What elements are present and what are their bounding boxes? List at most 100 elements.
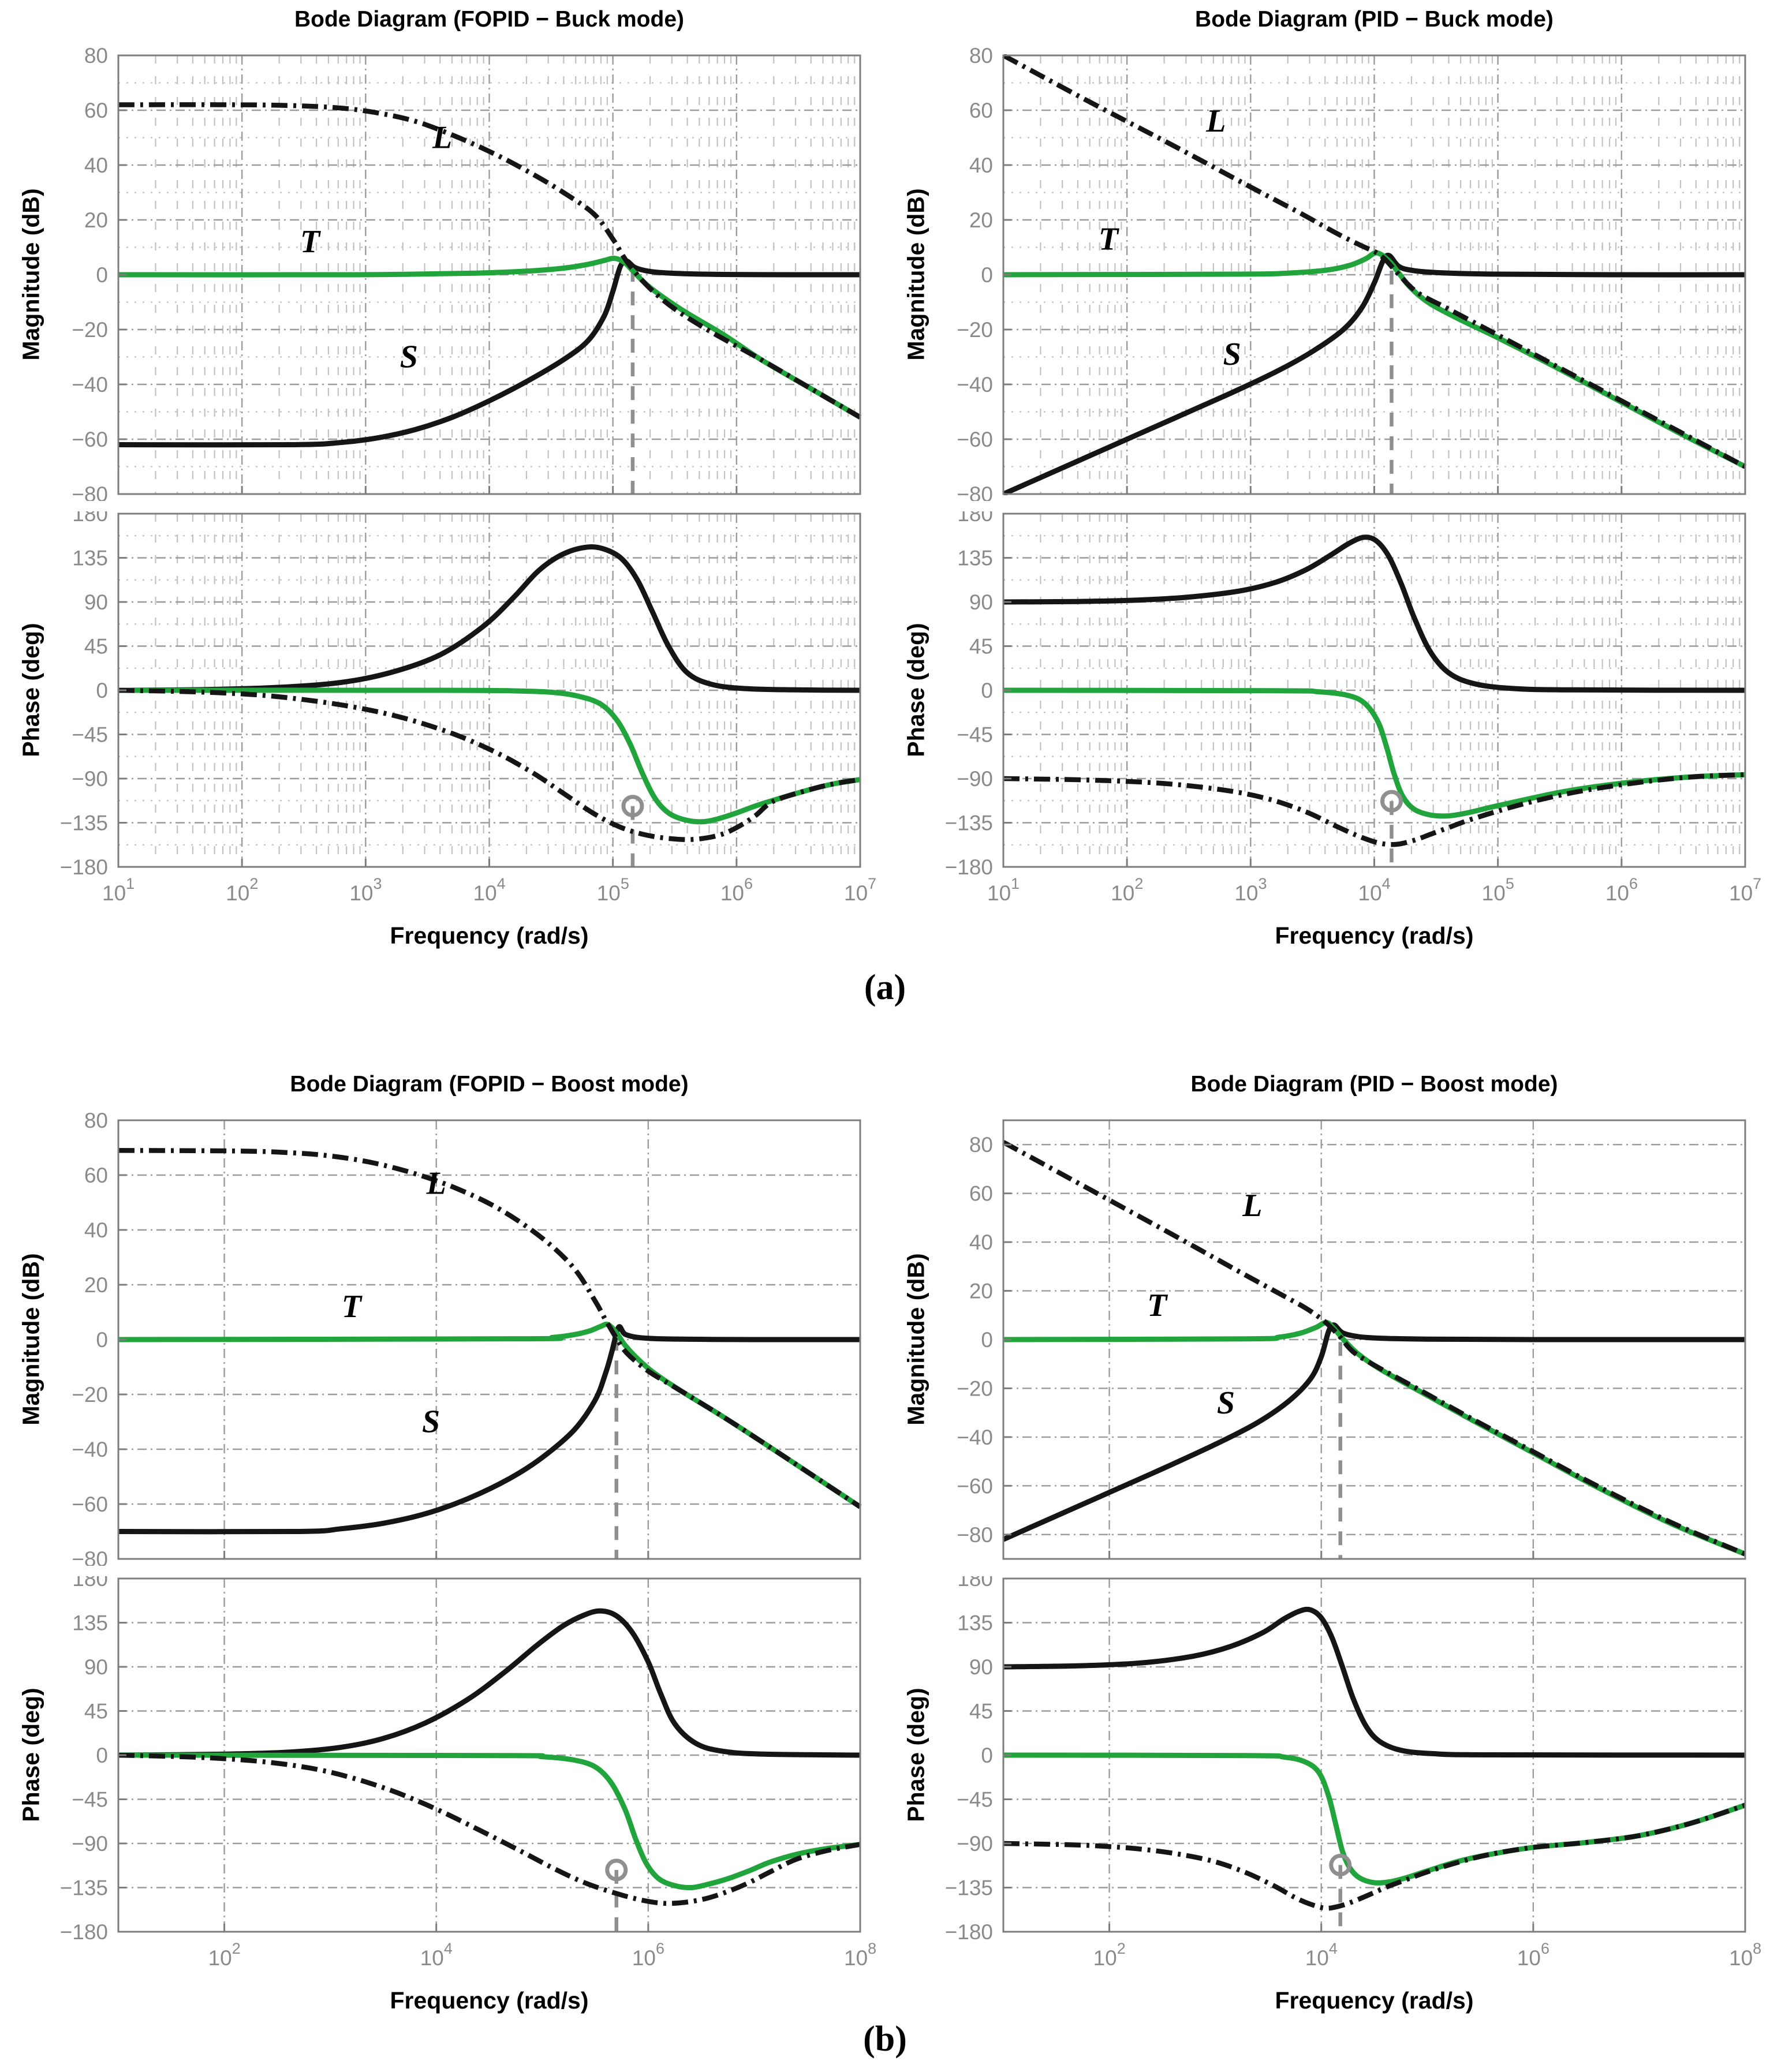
magnitude-plot-fopid-buck: L T S −80 −60 −40 −20 0 20 40 60 80 xyxy=(72,45,861,501)
curves xyxy=(118,1148,861,1535)
x-tick-label: 106 xyxy=(1517,1940,1549,1970)
y-tick-label: −135 xyxy=(60,1876,108,1900)
curve-T xyxy=(118,1321,861,1509)
curve-S xyxy=(1002,252,1746,495)
y-tick-label: 45 xyxy=(84,635,108,659)
tick-marks xyxy=(117,54,861,495)
panel-title: Bode Diagram (FOPID − Buck mode) xyxy=(294,7,685,32)
crossover-marker xyxy=(1380,790,1403,813)
y-tick-label: −90 xyxy=(72,1832,108,1856)
tick-marks xyxy=(118,1577,861,1933)
y-tick-label: 90 xyxy=(969,590,993,614)
y-tick-label: 20 xyxy=(969,208,993,232)
tick-marks xyxy=(118,1119,861,1560)
y-tick-label: −40 xyxy=(957,373,993,397)
tick-marks xyxy=(1002,54,1746,495)
magnitude-plot-pid-boost: L T S −80 −60 −40 −20 0 20 40 60 80 xyxy=(957,1119,1746,1560)
y-tick-label: −40 xyxy=(72,1438,108,1461)
y-tick-label: 0 xyxy=(96,1328,108,1352)
curve-label-L: L xyxy=(1242,1188,1262,1224)
y-tick-label: 40 xyxy=(84,154,108,177)
phase-axis-label: Phase (deg) xyxy=(902,1688,929,1822)
bode-panel-fopid-buck: Bode Diagram (FOPID − Buck mode) L T S −80 −… xyxy=(0,0,885,958)
tick-marks xyxy=(1002,513,1746,868)
curve-T xyxy=(118,1752,861,1891)
x-tick-label: 108 xyxy=(844,1940,876,1970)
minor-grid xyxy=(118,514,860,867)
curve-label-T: T xyxy=(300,224,322,260)
frequency-axis-label: Frequency (rad/s) xyxy=(390,1987,589,2014)
curve-L xyxy=(1003,1802,1746,1911)
curve-label-T: T xyxy=(1099,221,1120,257)
y-tick-label: 60 xyxy=(969,99,993,122)
y-tick-label: 0 xyxy=(981,1328,993,1352)
y-tick-label: −90 xyxy=(72,767,108,791)
y-tick-label: 45 xyxy=(969,1700,993,1723)
curve-S xyxy=(118,544,861,693)
curve-L xyxy=(1002,54,1746,469)
bode-panel-pid-buck: Bode Diagram (PID − Buck mode) L T S −80 −60… xyxy=(885,0,1770,958)
y-tick-label: −180 xyxy=(60,855,108,879)
x-tick-label: 105 xyxy=(1482,875,1514,905)
y-tick-label: −180 xyxy=(945,1920,993,1944)
curve-T xyxy=(1003,1319,1746,1557)
x-tick-label: 102 xyxy=(1111,875,1143,905)
magnitude-axis-label: Magnitude (dB) xyxy=(17,1253,44,1426)
curve-label-T: T xyxy=(342,1289,363,1325)
y-tick-label: −20 xyxy=(957,1377,993,1400)
y-tick-label: 0 xyxy=(96,679,108,702)
bode-panel-fopid-boost: Bode Diagram (FOPID − Boost mode) L T S −80… xyxy=(0,1065,885,2023)
x-tick-label: 106 xyxy=(632,1940,664,1970)
y-tick-label: −60 xyxy=(72,1493,108,1516)
phase-axis-label: Phase (deg) xyxy=(902,623,929,757)
bode-panel-pid-boost: Bode Diagram (PID − Boost mode) L T S −80 −6… xyxy=(885,1065,1770,2023)
curves xyxy=(1003,1606,1746,1911)
y-tick-label: −20 xyxy=(72,318,108,342)
phase-plot-fopid-buck: −180 −135 −90 −45 0 45 90 135 180 101 102 103 104 105… xyxy=(60,511,877,905)
caption-a: (a) xyxy=(864,968,906,1007)
x-tick-label: 104 xyxy=(473,875,506,905)
y-tick-label: 180 xyxy=(72,1576,108,1591)
curves xyxy=(118,1608,861,1906)
panel-title: Bode Diagram (PID − Boost mode) xyxy=(1190,1072,1558,1097)
y-tick-label: 40 xyxy=(84,1218,108,1242)
panel-title: Bode Diagram (FOPID − Boost mode) xyxy=(290,1072,689,1097)
y-tick-label: 0 xyxy=(981,1744,993,1767)
curve-L xyxy=(1002,1140,1746,1557)
y-tick-label: −135 xyxy=(945,1876,993,1900)
y-tick-label: −40 xyxy=(957,1426,993,1449)
x-tick-label: 107 xyxy=(844,875,876,905)
curve-T xyxy=(118,687,861,825)
major-grid xyxy=(1003,1120,1745,1559)
phase-plot-fopid-boost: −180 −135 −90 −45 0 45 90 135 180 102 104 106 108 xyxy=(60,1576,877,1970)
y-tick-label: 180 xyxy=(957,1576,993,1591)
phase-axis-label: Phase (deg) xyxy=(17,1688,44,1822)
curve-label-S: S xyxy=(1223,336,1241,372)
y-tick-label: −135 xyxy=(60,811,108,835)
y-tick-label: −180 xyxy=(945,855,993,879)
curve-S xyxy=(118,258,861,448)
y-tick-label: 20 xyxy=(969,1280,993,1303)
tick-marks xyxy=(1003,1143,1746,1559)
y-tick-label: 80 xyxy=(84,45,108,68)
x-tick-label: 107 xyxy=(1729,875,1761,905)
y-tick-label: 60 xyxy=(84,99,108,122)
magnitude-axis-label: Magnitude (dB) xyxy=(17,188,44,361)
y-tick-label: 135 xyxy=(72,1611,108,1635)
y-tick-label: 0 xyxy=(981,679,993,702)
y-tick-label: 80 xyxy=(969,1133,993,1157)
y-tick-label: −80 xyxy=(72,1547,108,1566)
y-tick-label: 180 xyxy=(72,511,108,526)
curve-L xyxy=(118,102,861,420)
y-tick-label: −60 xyxy=(957,428,993,451)
y-tick-label: −45 xyxy=(957,1788,993,1812)
x-tick-label: 106 xyxy=(720,875,753,905)
y-tick-label: 135 xyxy=(957,547,993,570)
y-tick-label: 45 xyxy=(969,635,993,659)
x-tick-label: 105 xyxy=(597,875,629,905)
x-tick-label: 102 xyxy=(226,875,258,905)
y-tick-label: 135 xyxy=(957,1611,993,1635)
magnitude-axis-label: Magnitude (dB) xyxy=(902,1253,929,1426)
phase-axis-label: Phase (deg) xyxy=(17,623,44,757)
phase-plot-pid-buck: −180 −135 −90 −45 0 45 90 135 180 101 102 103 104 105… xyxy=(945,511,1762,905)
